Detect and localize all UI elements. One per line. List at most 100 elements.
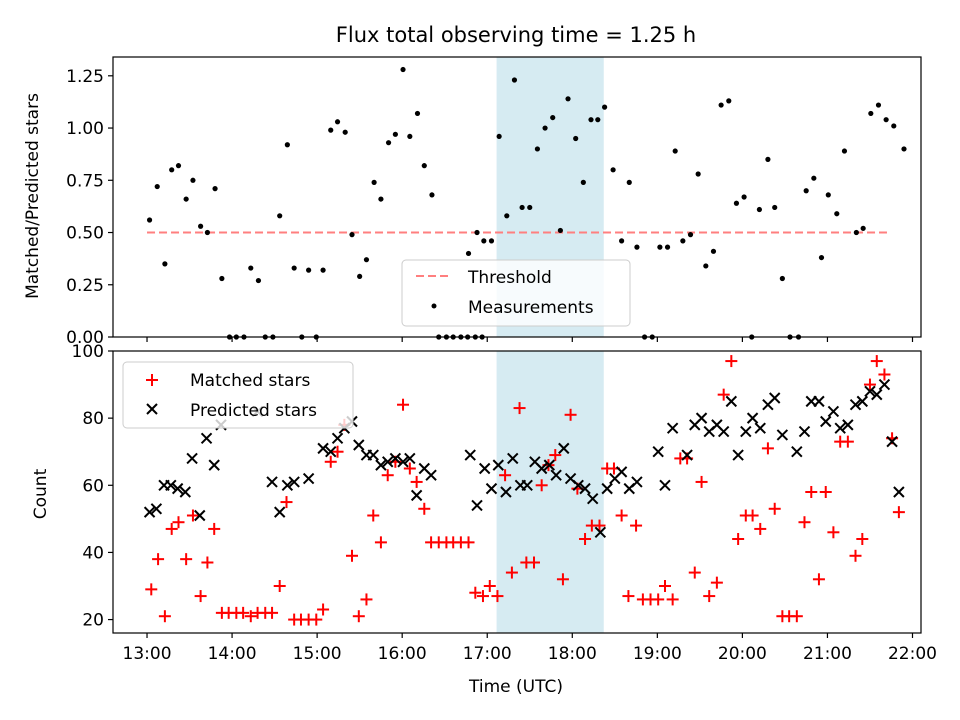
legend-threshold-label: Threshold xyxy=(467,268,552,288)
matched-star-point xyxy=(331,445,344,458)
matched-star-point xyxy=(827,526,840,539)
measurement-point xyxy=(291,265,297,271)
matched-star-point xyxy=(622,590,635,603)
matched-star-point xyxy=(345,549,358,562)
measurement-point xyxy=(803,188,809,194)
matched-star-point xyxy=(317,603,330,616)
matched-star-point xyxy=(499,469,512,482)
matched-star-point xyxy=(798,516,811,529)
bottom-x-tick-label: 19:00 xyxy=(633,644,682,664)
legend-measurements-swatch xyxy=(431,303,437,309)
measurement-point xyxy=(860,225,866,231)
predicted-star-point xyxy=(208,459,220,471)
matched-star-point xyxy=(856,533,869,545)
bottom-x-tick-label: 13:00 xyxy=(123,644,172,664)
predicted-star-point xyxy=(353,439,365,451)
predicted-star-point xyxy=(695,412,708,424)
chart-title: Flux total observing time = 1.25 h xyxy=(336,23,696,47)
measurement-point xyxy=(385,140,392,146)
matched-star-point xyxy=(165,522,178,535)
matched-star-point xyxy=(688,566,701,579)
predicted-star-point xyxy=(143,506,156,518)
predicted-star-point xyxy=(367,449,379,461)
bottom-x-tick-label: 14:00 xyxy=(208,644,257,664)
predicted-star-point xyxy=(746,412,759,424)
matched-star-point xyxy=(324,455,337,468)
predicted-star-point xyxy=(325,446,337,458)
measurement-point xyxy=(190,177,196,183)
predicted-star-point xyxy=(186,452,198,465)
measurement-point xyxy=(371,179,377,185)
matched-star-point xyxy=(754,522,767,535)
measurement-point xyxy=(883,117,889,123)
bottom-x-tick-label: 21:00 xyxy=(803,644,852,664)
matched-star-point xyxy=(483,580,496,592)
measurement-point xyxy=(779,275,785,282)
measurement-points xyxy=(146,66,907,340)
measurement-point xyxy=(703,263,709,269)
measurement-point xyxy=(474,229,480,236)
measurement-point xyxy=(212,186,218,192)
legend-predicted-swatch xyxy=(146,403,158,415)
predicted-star-point xyxy=(165,479,177,491)
matched-star-point xyxy=(152,553,165,566)
bottom-y-ticks: 20 40 60 80 100 xyxy=(72,342,113,631)
measurement-point xyxy=(342,129,348,135)
measurement-point xyxy=(811,175,817,181)
measurement-point xyxy=(284,142,290,148)
matched-star-point xyxy=(186,509,199,522)
matched-star-point xyxy=(849,549,862,562)
predicted-star-point xyxy=(558,442,570,455)
matched-stars-points xyxy=(145,355,905,626)
measurement-point xyxy=(733,200,740,206)
measurement-point xyxy=(765,156,771,162)
measurement-point xyxy=(718,102,724,108)
predicted-star-point xyxy=(769,392,781,404)
measurement-point xyxy=(511,77,518,83)
predicted-star-point xyxy=(492,459,504,471)
measurement-point xyxy=(595,117,601,123)
measurement-point xyxy=(664,244,671,250)
matched-star-point xyxy=(374,536,387,549)
bottom-x-tick-label: 22:00 xyxy=(888,644,937,664)
predicted-stars-points xyxy=(143,378,905,538)
predicted-star-point xyxy=(615,466,628,478)
predicted-star-point xyxy=(864,385,876,397)
predicted-star-point xyxy=(856,395,869,408)
predicted-star-point xyxy=(543,459,556,471)
measurement-point xyxy=(891,123,897,129)
predicted-star-point xyxy=(397,456,409,468)
predicted-star-point xyxy=(150,503,163,515)
predicted-star-point xyxy=(601,482,613,495)
predicted-star-point xyxy=(893,486,905,498)
predicted-star-point xyxy=(410,489,423,502)
matched-star-point xyxy=(172,516,185,529)
measurement-point xyxy=(565,96,571,102)
matched-star-point xyxy=(528,556,541,569)
measurement-point xyxy=(421,163,427,169)
predicted-star-point xyxy=(550,469,562,481)
matched-star-point xyxy=(870,355,883,368)
top-y-tick-label: 0.75 xyxy=(66,171,104,191)
bottom-y-tick-label: 40 xyxy=(82,543,104,563)
measurement-point xyxy=(392,131,398,137)
predicted-star-point xyxy=(382,456,394,468)
predicted-star-point xyxy=(425,469,437,481)
predicted-star-point xyxy=(886,435,898,448)
matched-star-point xyxy=(194,590,207,603)
measurement-point xyxy=(534,146,541,152)
measurement-point xyxy=(756,206,763,213)
predicted-star-point xyxy=(288,476,300,488)
matched-star-point xyxy=(812,573,825,586)
matched-star-point xyxy=(462,536,475,549)
measurement-point xyxy=(306,267,312,273)
bottom-x-tick-label: 18:00 xyxy=(548,644,597,664)
measurement-point xyxy=(772,204,778,211)
matched-star-point xyxy=(360,593,373,606)
measurement-point xyxy=(588,117,594,123)
top-panel: 0.00 0.25 0.50 0.75 1.00 1.25 Matched/Predict… xyxy=(23,56,922,348)
predicted-star-point xyxy=(572,479,584,491)
measurement-point xyxy=(853,229,859,236)
bottom-panel: 20 40 60 80 100 13:00 14:00 15:00 16:00 17:00 18:… xyxy=(31,342,937,697)
measurement-point xyxy=(557,227,563,234)
